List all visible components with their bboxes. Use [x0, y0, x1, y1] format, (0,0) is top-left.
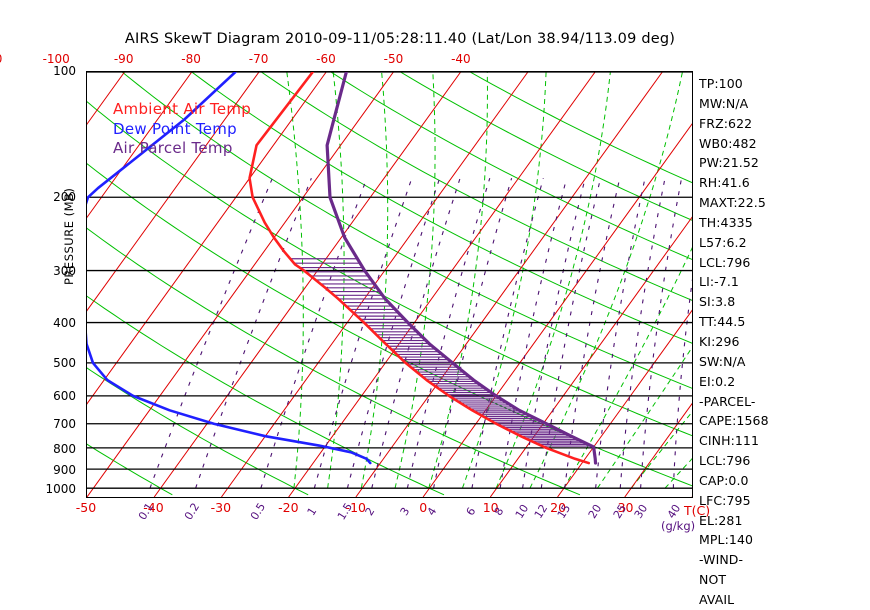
bottom-temp-tick: -20 [278, 500, 299, 515]
bottom-temperature-axis: -50 -40 -30 -20 -10 0 10 20 30 [0, 500, 870, 520]
top-temp-tick: -100 [42, 52, 70, 66]
pressure-axis-title: PRESSURE (MB) [62, 187, 76, 285]
skewt-canvas [87, 72, 692, 497]
top-temp-tick: -110 [0, 52, 2, 66]
top-temp-tick: -90 [113, 52, 134, 66]
sounding-index-item: CAPE:1568 [699, 413, 769, 429]
bottom-temp-tick: 10 [482, 500, 499, 515]
sounding-index-item: NOT [699, 572, 727, 588]
legend-ambient-air-temp: Ambient Air Temp [113, 100, 252, 118]
mixing-ratio-tick: 15 [555, 502, 574, 521]
pressure-tick: 900 [53, 463, 76, 477]
pressure-tick: 1000 [45, 482, 76, 497]
pressure-tick: 800 [53, 441, 76, 456]
top-temp-tick: -40 [451, 52, 471, 66]
top-temp-tick: -60 [316, 52, 336, 66]
pressure-tick: 700 [53, 417, 76, 432]
mixing-ratio-tick: 6 [463, 505, 478, 518]
sounding-index-item: TH:4335 [699, 214, 753, 230]
sounding-index-item: -WIND- [699, 552, 744, 568]
pressure-tick: 300 [53, 263, 76, 278]
sounding-index-item: FRZ:622 [699, 115, 753, 131]
pressure-axis-labels: 100 200 300 400 500 600 700 800 900 1000 [0, 64, 84, 498]
mixing-ratio-tick: 1 [304, 505, 319, 518]
sounding-index-item: TT:44.5 [699, 314, 746, 330]
bottom-temp-tick: 20 [550, 500, 567, 515]
sounding-index-item: CINH:111 [699, 433, 760, 449]
sounding-index-item: SW:N/A [699, 353, 746, 369]
sounding-index-item: -PARCEL- [699, 393, 756, 409]
sounding-index-item: MAXT:22.5 [699, 195, 766, 211]
mixing-ratio-tick: 12 [531, 502, 550, 521]
sounding-index-item: CAP:0.0 [699, 472, 749, 488]
skewt-diagram-page: AIRS SkewT Diagram 2010-09-11/05:28:11.4… [0, 31, 870, 607]
sounding-index-item: MPL:140 [699, 532, 754, 548]
pressure-tick: 400 [53, 315, 76, 330]
skewt-plot-area [86, 71, 693, 498]
legend-air-parcel-temp: Air Parcel Temp [113, 139, 233, 157]
top-temp-tick: -70 [248, 52, 269, 66]
pressure-tick: 200 [53, 189, 76, 204]
sounding-index-item: MW:N/A [699, 95, 749, 111]
sounding-index-item: KI:296 [699, 333, 740, 349]
mixing-ratio-tick: 10 [512, 502, 531, 521]
sounding-index-item: PW:21.52 [699, 155, 759, 171]
curve-legend: Ambient Air Temp Dew Point Temp Air Parc… [113, 100, 251, 159]
mixing-ratio-tick: 20 [586, 502, 605, 521]
mixing-ratio-tick: 25 [611, 502, 630, 521]
bottom-temp-tick: -50 [75, 500, 97, 515]
top-temp-tick: -80 [181, 52, 201, 66]
sounding-index-item: SI:3.8 [699, 294, 736, 310]
mixing-ratio-tick: 30 [631, 502, 651, 521]
sounding-index-item: LFC:795 [699, 492, 751, 508]
sounding-index-item: AVAIL [699, 591, 735, 607]
mixing-ratio-unit-label: (g/kg) [661, 519, 696, 533]
sounding-index-item: LCL:796 [699, 254, 751, 270]
legend-dew-point-temp: Dew Point Temp [113, 119, 238, 138]
sounding-index-item: RH:41.6 [699, 175, 750, 191]
pressure-tick: 500 [53, 356, 76, 371]
mixing-ratio-tick: 3 [398, 505, 413, 518]
top-temp-tick: -50 [383, 52, 404, 66]
sounding-index-item: LI:-7.1 [699, 274, 739, 290]
bottom-temp-tick: -10 [345, 500, 366, 515]
pressure-tick: 600 [53, 389, 76, 404]
page-title: AIRS SkewT Diagram 2010-09-11/05:28:11.4… [124, 31, 676, 47]
sounding-index-item: L57:6.2 [699, 234, 747, 250]
bottom-temp-tick: -30 [210, 500, 232, 515]
top-temperature-axis: -120-110-100-90-80-70-60-50-40 [0, 52, 870, 70]
sounding-indices-panel: TP:100 MW:N/A FRZ:622 WB0:482 PW:21.52 RH:41.… [699, 74, 864, 610]
mixing-ratio-tick: 8 [491, 505, 507, 518]
mixing-ratio-tick: 2 [362, 505, 377, 518]
sounding-index-item: WB0:482 [699, 135, 757, 151]
sounding-index-item: LCL:796 [699, 453, 751, 469]
bottom-temp-tick: 30 [617, 500, 634, 515]
sounding-index-item: EI:0.2 [699, 373, 736, 389]
sounding-index-item: EL:281 [699, 512, 743, 528]
mixing-ratio-tick: 4 [424, 505, 440, 518]
temperature-unit-label: T(C) [684, 503, 711, 518]
sounding-index-item: TP:100 [699, 76, 743, 91]
bottom-temp-tick: 0 [419, 500, 428, 515]
pressure-tick: 100 [53, 64, 76, 78]
bottom-temp-tick: -40 [143, 500, 164, 515]
